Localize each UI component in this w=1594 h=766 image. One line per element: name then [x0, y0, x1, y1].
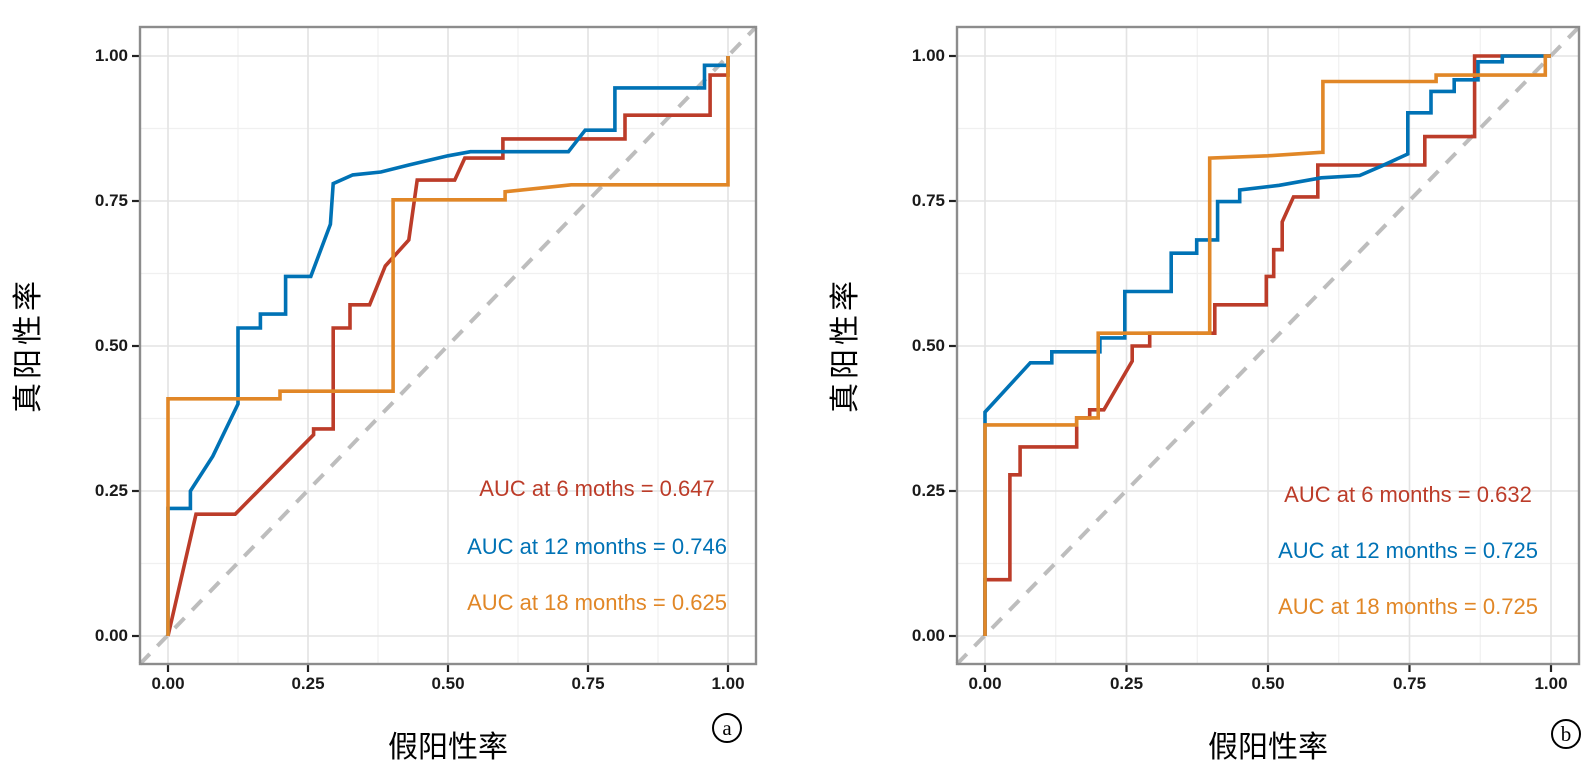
x-tick-label: 0.00	[151, 674, 185, 693]
y-tick-label: 1.00	[94, 46, 128, 65]
y-tick-label: 0.75	[911, 191, 945, 210]
roc-curve-18-months	[166, 56, 730, 636]
panel-tag-b: b	[1551, 719, 1581, 749]
auc-annotation-12mo: AUC at 12 months = 0.725	[1278, 538, 1538, 563]
auc-annotation-6mo: AUC at 6 moths = 0.647	[479, 476, 715, 501]
roc-chart-panel-a	[132, 25, 758, 672]
y-tick-label: 0.00	[94, 626, 128, 645]
y-tick-label: 0.25	[94, 481, 128, 500]
roc-curve-6-months	[166, 56, 730, 637]
auc-annotation-18mo: AUC at 18 months = 0.625	[467, 590, 727, 615]
auc-annotation-12mo: AUC at 12 months = 0.746	[467, 534, 727, 559]
y-tick-label: 0.25	[911, 481, 945, 500]
y-axis-title: 真阳性率	[829, 277, 862, 413]
roc-chart-panel-b	[949, 25, 1581, 672]
y-axis-title: 真阳性率	[12, 277, 45, 413]
roc-curve-18-months	[983, 54, 1551, 636]
x-tick-label: 0.25	[291, 674, 325, 693]
roc-curve-6-months	[983, 54, 1551, 636]
y-tick-label: 0.50	[911, 336, 945, 355]
y-tick-label: 0.50	[94, 336, 128, 355]
y-tick-label: 1.00	[911, 46, 945, 65]
x-tick-label: 1.00	[1534, 674, 1568, 693]
x-tick-label: 0.00	[968, 674, 1002, 693]
x-tick-label: 1.00	[711, 674, 745, 693]
auc-annotation-6mo: AUC at 6 months = 0.632	[1284, 482, 1532, 507]
y-tick-label: 0.00	[911, 626, 945, 645]
x-axis-title: 假阳性率	[1208, 731, 1328, 764]
x-tick-label: 0.75	[1392, 674, 1427, 693]
y-tick-label: 0.75	[94, 191, 128, 210]
auc-annotation-18mo: AUC at 18 months = 0.725	[1278, 594, 1538, 619]
x-tick-label: 0.25	[1109, 674, 1144, 693]
panel-tag-a: a	[712, 713, 742, 743]
x-tick-label: 0.50	[1251, 674, 1285, 693]
x-tick-label: 0.75	[571, 674, 605, 693]
roc-curve-12-months	[166, 56, 730, 636]
x-tick-label: 0.50	[431, 674, 465, 693]
x-axis-title: 假阳性率	[388, 731, 508, 764]
